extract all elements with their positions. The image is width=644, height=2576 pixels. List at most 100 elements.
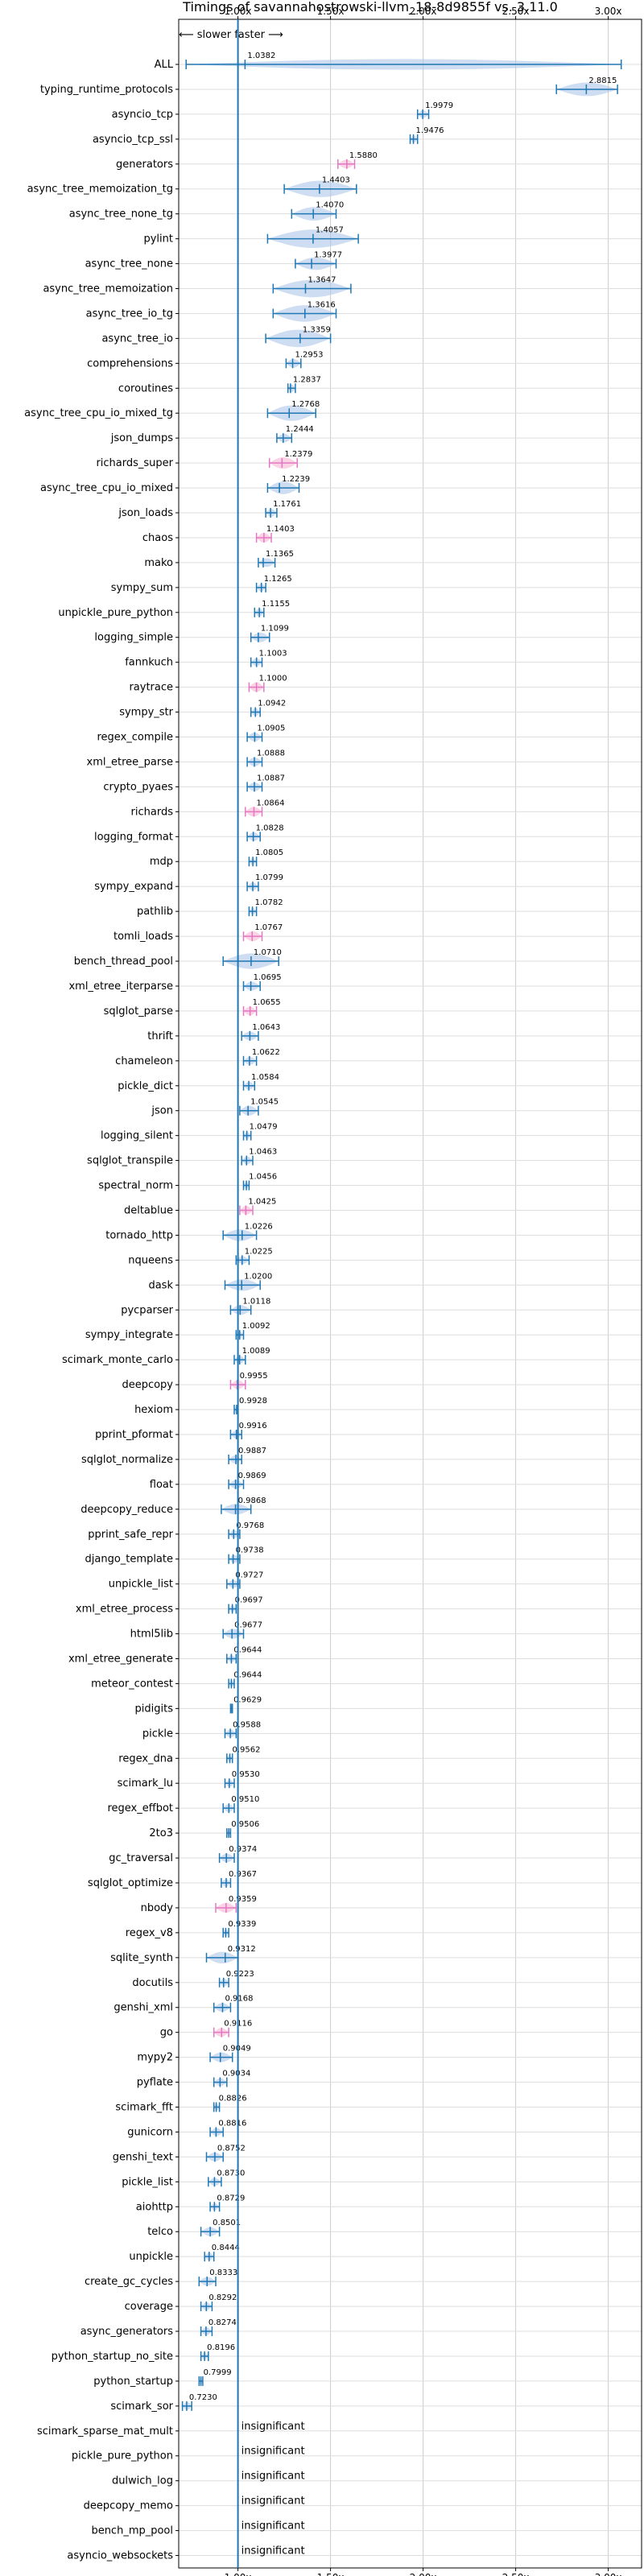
- benchmark-label: logging_format: [94, 831, 173, 843]
- value-label: 1.2239: [282, 475, 310, 484]
- benchmark-label: unpickle: [129, 2251, 173, 2263]
- benchmark-label: chaos: [142, 532, 173, 544]
- value-label: 1.3647: [308, 276, 336, 285]
- benchmark-label: django_template: [85, 1554, 173, 1566]
- benchmark-label: logging_simple: [94, 632, 173, 644]
- value-label: 1.2953: [295, 350, 324, 359]
- value-label: 0.8729: [217, 2194, 245, 2202]
- benchmark-label: dask: [148, 1279, 173, 1291]
- chart-title: Timings of savannahostrowski-llvm_18-8d9…: [182, 0, 558, 15]
- value-label: 1.0767: [254, 923, 283, 932]
- direction-note: ⟵ slower faster ⟶: [179, 29, 283, 41]
- value-label: 0.8444: [212, 2244, 240, 2252]
- value-label: 1.0828: [256, 824, 284, 832]
- benchmark-label: xml_etree_parse: [87, 756, 173, 768]
- plot-frame: [178, 19, 642, 2569]
- value-label: 0.9312: [228, 1945, 256, 1954]
- benchmark-label: pidigits: [135, 1703, 174, 1715]
- value-label: 0.9916: [239, 1422, 267, 1430]
- value-label: 1.2444: [286, 425, 314, 434]
- benchmark-label: pprint_pformat: [95, 1429, 173, 1441]
- benchmark-label: pylint: [143, 233, 173, 246]
- value-label: 0.9887: [238, 1447, 266, 1455]
- value-label: 0.8196: [207, 2343, 235, 2352]
- benchmark-label: typing_runtime_protocols: [40, 84, 173, 96]
- value-label: 0.9506: [231, 1820, 259, 1829]
- benchmark-label: mako: [144, 557, 173, 569]
- value-label: 1.9979: [425, 101, 453, 110]
- x-tick-label-bottom: 1.00x: [225, 2572, 252, 2576]
- benchmark-label: nqueens: [128, 1254, 173, 1266]
- value-label: 0.9727: [235, 1571, 263, 1580]
- benchmark-label: gc_traversal: [109, 1852, 173, 1864]
- x-tick-label-bottom: 2.00x: [410, 2572, 437, 2576]
- benchmark-label: nbody: [141, 1902, 174, 1914]
- benchmark-rows: ALL 1.0382 typing_runtime_protocols 2.8815 a…: [24, 52, 622, 2562]
- x-tick-label-top: 3.00x: [595, 6, 622, 17]
- benchmark-label: pyflate: [137, 2077, 173, 2089]
- value-label: 1.0887: [257, 774, 285, 782]
- value-label: 0.9697: [235, 1596, 263, 1605]
- benchmark-label: coverage: [125, 2301, 173, 2313]
- value-label: 1.3616: [308, 300, 336, 309]
- benchmark-label: telco: [147, 2226, 173, 2238]
- value-label: 1.0782: [255, 898, 283, 907]
- value-label: 1.2768: [291, 400, 320, 409]
- value-label: 0.8501: [213, 2219, 241, 2227]
- value-label: 1.1003: [259, 650, 287, 658]
- benchmark-label: html5lib: [130, 1629, 173, 1641]
- benchmark-label: json: [151, 1105, 173, 1117]
- benchmark-label: deepcopy_reduce: [80, 1504, 173, 1516]
- value-label: 1.1403: [266, 525, 295, 534]
- value-label: 0.9168: [225, 1995, 253, 2004]
- benchmark-label: spectral_norm: [98, 1180, 173, 1192]
- benchmark-label: sympy_expand: [94, 881, 173, 893]
- benchmark-label: scimark_monte_carlo: [62, 1354, 173, 1366]
- benchmark-label: sqlglot_optimize: [88, 1877, 173, 1889]
- value-label: 1.1000: [259, 675, 287, 683]
- x-axis-ticks: 1.00x 1.00x 1.50x 1.50x 2.00x 2.00x 2.50x 2.50x…: [175, 6, 622, 2576]
- x-tick-label-top: 1.50x: [317, 6, 345, 17]
- benchmark-label: go: [160, 2027, 173, 2039]
- value-label: 1.1761: [273, 500, 301, 509]
- benchmark-label: xml_etree_process: [76, 1604, 173, 1616]
- value-label: 1.0092: [242, 1322, 270, 1331]
- value-label: 0.7999: [204, 2368, 232, 2377]
- benchmark-label: scimark_fft: [115, 2102, 173, 2114]
- value-label: 0.8752: [217, 2144, 246, 2153]
- benchmark-label: mdp: [150, 856, 173, 868]
- value-label: 1.2379: [284, 450, 312, 459]
- benchmark-label: xml_etree_generate: [68, 1653, 173, 1665]
- benchmark-label: async_tree_cpu_io_mixed_tg: [24, 407, 173, 419]
- benchmark-label: python_startup: [93, 2376, 173, 2388]
- benchmark-label: deepcopy_memo: [84, 2500, 173, 2512]
- benchmark-label: raytrace: [129, 682, 173, 694]
- benchmark-label: regex_compile: [97, 732, 173, 744]
- value-label: 1.0942: [258, 700, 286, 708]
- gridlines: [179, 19, 642, 2568]
- value-label: 1.1265: [264, 575, 292, 584]
- value-label: 0.8274: [208, 2318, 237, 2327]
- value-label: 1.0382: [247, 52, 275, 60]
- value-label: 0.8816: [218, 2119, 246, 2128]
- value-label: 0.9359: [229, 1895, 257, 1904]
- benchmark-label: meteor_contest: [91, 1678, 173, 1690]
- value-label: 0.9510: [231, 1795, 259, 1804]
- benchmark-label: genshi_xml: [114, 2002, 173, 2014]
- benchmark-label: json_loads: [118, 507, 173, 519]
- value-label: 0.9562: [233, 1745, 261, 1754]
- benchmark-label: comprehensions: [87, 357, 173, 369]
- benchmark-label: asyncio_tcp: [112, 109, 173, 121]
- benchmark-label: generators: [116, 159, 173, 171]
- value-label: 1.0643: [252, 1023, 280, 1032]
- benchmark-label: richards: [131, 806, 174, 818]
- value-label: 0.9034: [222, 2070, 250, 2079]
- value-label: 0.9955: [240, 1372, 268, 1381]
- benchmark-label: scimark_sparse_mat_mult: [37, 2425, 173, 2438]
- benchmark-label: gunicorn: [127, 2126, 173, 2138]
- benchmark-label: fannkuch: [125, 657, 173, 669]
- benchmark-label: pickle_list: [122, 2176, 173, 2188]
- benchmark-label: regex_v8: [126, 1927, 173, 1939]
- value-label: 1.4057: [316, 226, 344, 235]
- x-tick-label-bottom: 2.50x: [502, 2572, 530, 2576]
